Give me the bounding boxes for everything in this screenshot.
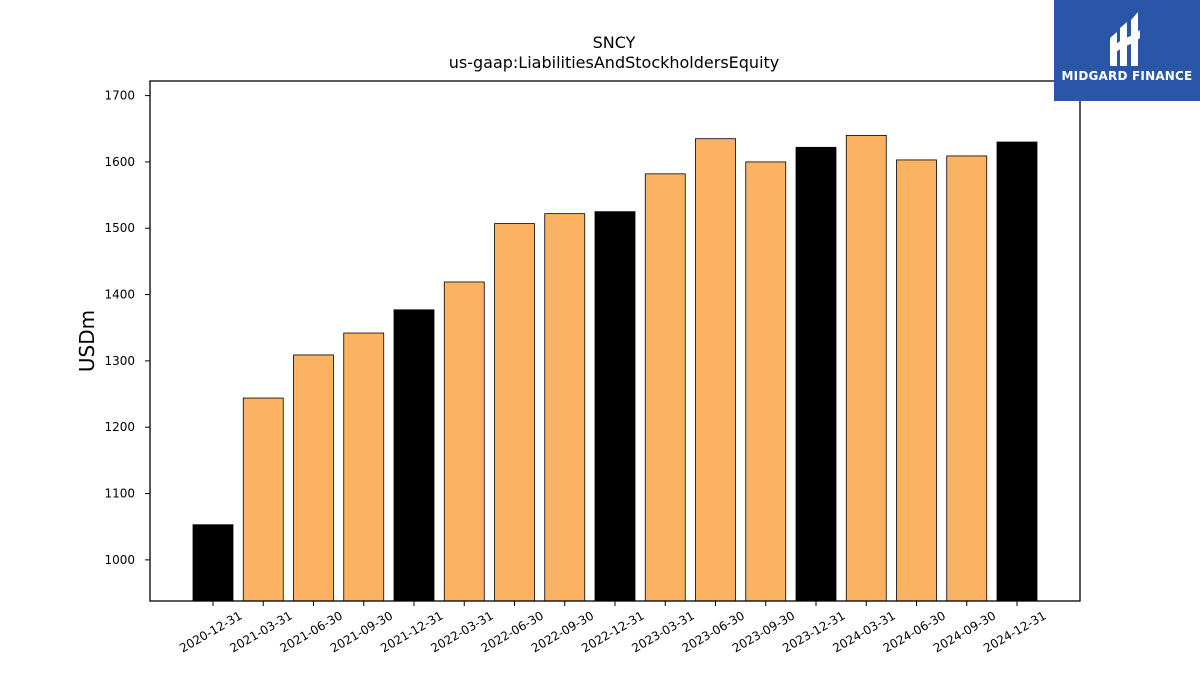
bar-2021-09-30: [343, 332, 385, 602]
y-tick-label-1100: 1100: [104, 487, 135, 501]
y-tick-label-1200: 1200: [104, 420, 135, 434]
bar-2023-12-31: [795, 146, 837, 602]
bar-2024-09-30: [946, 155, 988, 602]
bar-2020-12-31: [192, 524, 234, 602]
bar-2021-06-30: [293, 354, 334, 602]
y-tick-label-1500: 1500: [104, 221, 135, 235]
chart-subtitle: us-gaap:LiabilitiesAndStockholdersEquity: [449, 53, 780, 72]
bar-2024-03-31: [845, 134, 887, 602]
logo-mark-icon: [1110, 12, 1140, 66]
bar-2021-03-31: [242, 397, 284, 602]
y-axis-label: USDm: [75, 310, 99, 372]
bar-2023-06-30: [695, 138, 736, 602]
bar-2021-12-31: [393, 309, 435, 602]
bars-group: [192, 134, 1038, 602]
bar-2024-12-31: [996, 141, 1038, 602]
y-tick-label-1700: 1700: [104, 89, 135, 103]
y-tick-label-1600: 1600: [104, 155, 135, 169]
midgard-finance-logo: MIDGARD FINANCE: [1054, 0, 1200, 101]
logo-text: MIDGARD FINANCE: [1061, 69, 1193, 83]
plot-frame: [149, 80, 1081, 602]
y-axis: 1000 1100 1200 1300 1400 1500 1600 1700: [104, 89, 150, 567]
x-axis: 2020-12-312021-03-312021-06-302021-09-30…: [177, 601, 1049, 655]
bar-2022-12-31: [594, 211, 636, 602]
y-tick-label-1300: 1300: [104, 354, 135, 368]
y-tick-label-1400: 1400: [104, 288, 135, 302]
bar-2022-06-30: [494, 223, 535, 602]
bar-2022-09-30: [544, 213, 586, 602]
bar-2023-09-30: [745, 161, 787, 602]
bar-2024-06-30: [896, 159, 937, 602]
chart-title: SNCY: [593, 33, 636, 52]
y-tick-label-1000: 1000: [104, 553, 135, 567]
bar-2023-03-31: [644, 173, 686, 602]
bar-2022-03-31: [443, 281, 485, 602]
